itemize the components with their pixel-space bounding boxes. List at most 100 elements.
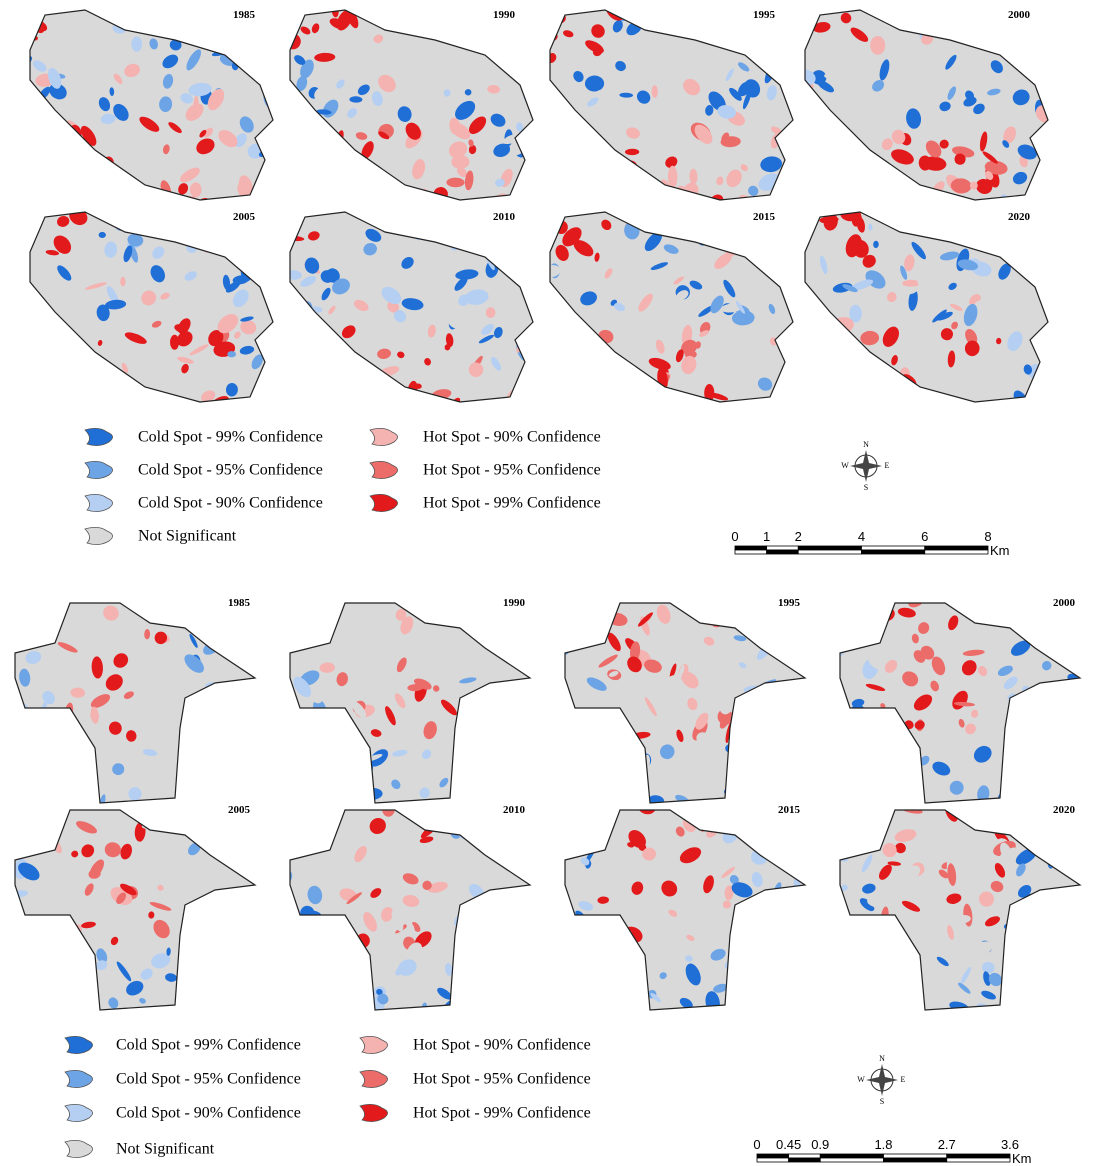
spot — [629, 952, 647, 977]
spot — [627, 398, 642, 413]
spot — [833, 363, 844, 375]
legend-swatch — [85, 527, 113, 544]
spot — [287, 595, 308, 620]
spot — [259, 63, 270, 71]
spot — [268, 271, 282, 286]
year-label: 2000 — [1053, 597, 1076, 609]
spot — [711, 202, 729, 218]
spot — [580, 725, 592, 739]
spot — [556, 363, 565, 373]
spot — [715, 3, 736, 18]
spot — [521, 256, 536, 263]
spot — [226, 761, 241, 777]
spot — [251, 688, 269, 695]
legend-label: Hot Spot - 99% Confidence — [413, 1105, 591, 1122]
spot — [555, 393, 572, 404]
spot — [17, 610, 32, 626]
spot — [536, 197, 556, 220]
spot — [480, 826, 498, 841]
spot — [1018, 746, 1038, 769]
spot — [852, 392, 865, 407]
spot — [464, 401, 483, 419]
spot — [308, 784, 322, 798]
spot — [218, 785, 234, 804]
spot — [826, 764, 850, 788]
spot — [1011, 233, 1027, 255]
spot — [789, 735, 811, 744]
spot — [185, 921, 207, 945]
spot — [827, 995, 846, 1014]
spot — [18, 193, 32, 204]
spot — [455, 23, 465, 33]
spot — [12, 833, 29, 851]
spot — [62, 1000, 79, 1016]
spot — [576, 337, 597, 358]
spot — [67, 740, 75, 750]
spot — [351, 175, 372, 196]
spot — [911, 206, 923, 221]
scale-segment — [862, 546, 925, 550]
spot — [769, 700, 786, 717]
spot — [75, 988, 91, 1005]
map-area — [30, 10, 273, 200]
spot — [230, 901, 245, 917]
legend-label: Cold Spot - 95% Confidence — [138, 462, 323, 479]
spot — [889, 376, 910, 396]
spot — [126, 398, 138, 410]
scale-segment — [820, 1158, 883, 1162]
spot — [21, 210, 41, 230]
spot — [556, 993, 576, 1013]
spot — [43, 190, 63, 207]
spot — [1018, 254, 1031, 267]
spot — [336, 340, 344, 346]
compass-label: S — [864, 483, 868, 492]
scale-label: 6 — [921, 529, 928, 544]
year-label: 2010 — [503, 804, 526, 816]
spot — [246, 993, 263, 1005]
spot — [517, 830, 531, 853]
year-label: 2015 — [753, 211, 776, 223]
map: 2000 — [826, 589, 1089, 812]
spot — [1034, 620, 1058, 645]
spot — [6, 766, 23, 789]
spot — [256, 404, 272, 418]
spot — [754, 36, 763, 48]
spot — [542, 400, 558, 418]
spot — [756, 772, 777, 793]
map: 1985 — [0, 592, 271, 810]
year-label: 2000 — [1008, 9, 1031, 21]
spot — [0, 593, 22, 611]
spot — [510, 770, 524, 788]
spot — [26, 158, 46, 178]
compass-label: S — [880, 1097, 884, 1106]
spot — [583, 404, 600, 423]
spot — [1023, 724, 1042, 744]
spot — [590, 344, 612, 359]
spot — [281, 116, 296, 134]
spot — [868, 825, 886, 842]
spot — [849, 396, 869, 409]
map-area — [290, 603, 530, 803]
map: 2000 — [793, 9, 1056, 223]
spot — [308, 1002, 312, 1010]
spot — [570, 984, 593, 993]
spot — [357, 376, 380, 387]
spot — [595, 998, 606, 1008]
spot — [509, 727, 521, 745]
spot — [804, 924, 812, 941]
legend-swatch — [370, 461, 398, 478]
spot — [1044, 740, 1057, 762]
scale-segment — [767, 546, 799, 550]
spot — [332, 399, 347, 416]
spot — [138, 210, 152, 218]
spot — [1007, 954, 1023, 967]
figure: 19851990199520002005201020152020Cold Spo… — [0, 0, 1094, 1166]
spot — [519, 658, 526, 666]
spot — [290, 342, 303, 355]
spot — [150, 607, 166, 619]
spot — [566, 710, 576, 724]
spot — [18, 86, 36, 104]
spot — [1004, 814, 1024, 826]
spot — [838, 157, 847, 167]
spot — [1039, 802, 1053, 815]
